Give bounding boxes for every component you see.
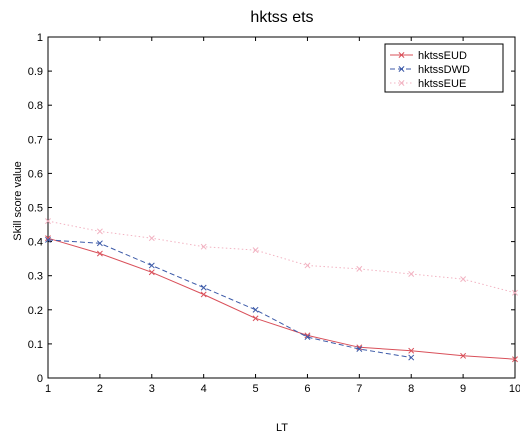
chart-title: hktss ets xyxy=(250,9,313,26)
y-tick-label: 0.2 xyxy=(28,305,43,317)
series-hktssEUE xyxy=(45,218,518,296)
data-point-hktssEUE xyxy=(45,218,51,225)
x-tick-label: 6 xyxy=(304,383,310,395)
data-point-legend-hktssDWD xyxy=(398,66,405,72)
y-axis-ticks: 0 0.1 0.2 0.3 0.4 0.5 0.6 0.7 0.8 0.9 1 xyxy=(28,32,515,385)
x-tick-label: 3 xyxy=(149,383,155,395)
x-axis-label: LT xyxy=(276,422,288,434)
data-point-hktssEUD xyxy=(200,291,207,298)
x-tick-label: 8 xyxy=(408,383,414,395)
series-hktssEUD xyxy=(45,235,518,363)
x-tick-label: 7 xyxy=(356,383,362,395)
data-point-hktssDWD xyxy=(252,306,259,313)
data-point-hktssDWD xyxy=(408,354,415,361)
y-tick-label: 0.8 xyxy=(28,100,43,112)
y-tick-label: 0.7 xyxy=(28,134,43,146)
data-point-hktssEUE xyxy=(460,276,467,283)
y-tick-label: 0.9 xyxy=(28,66,43,78)
y-tick-label: 0.5 xyxy=(28,203,43,215)
y-axis-label: Skill score value xyxy=(12,161,24,240)
y-tick-label: 0.4 xyxy=(28,237,43,249)
data-point-hktssEUD xyxy=(252,315,259,322)
y-tick-label: 0.6 xyxy=(28,168,43,180)
data-point-hktssDWD xyxy=(96,240,103,247)
data-point-legend-hktssEUE xyxy=(398,80,405,86)
data-point-hktssEUD xyxy=(96,250,103,257)
legend: hktssEUD hktssDWD hktssEUE xyxy=(384,43,504,93)
data-point-hktssEUE xyxy=(252,247,259,254)
data-point-hktssDWD xyxy=(356,346,363,352)
series-line-hktssDWD xyxy=(47,239,412,358)
series-hktssDWD xyxy=(45,236,415,361)
series-line-hktssEUD xyxy=(47,237,516,360)
series-line-hktssEUE xyxy=(47,220,516,294)
x-tick-label: 1 xyxy=(45,383,51,395)
x-tick-label: 5 xyxy=(252,383,258,395)
data-point-hktssEUD xyxy=(148,269,155,276)
x-tick-label: 10 xyxy=(509,383,520,395)
data-point-hktssDWD xyxy=(304,334,311,341)
x-tick-label: 2 xyxy=(97,383,103,395)
data-point-hktssEUE xyxy=(200,243,207,250)
data-point-hktssEUE xyxy=(96,228,103,235)
data-point-hktssDWD xyxy=(200,284,207,291)
y-tick-label: 0.1 xyxy=(28,339,43,351)
x-axis-ticks: 1 2 3 4 5 6 7 8 9 10 xyxy=(45,37,520,395)
data-point-hktssDWD xyxy=(148,262,155,269)
data-point-legend-hktssEUD xyxy=(398,52,405,58)
y-tick-label: 0.3 xyxy=(28,271,43,283)
data-point-hktssEUE xyxy=(304,262,311,269)
data-point-hktssEUD xyxy=(408,347,415,354)
x-tick-label: 9 xyxy=(460,383,466,395)
legend-label: hktssEUD xyxy=(418,50,467,62)
data-point-hktssEUE xyxy=(512,289,518,296)
data-point-hktssEUE xyxy=(408,271,415,277)
data-point-hktssEUD xyxy=(512,356,518,363)
legend-label: hktssEUE xyxy=(418,78,466,90)
data-point-hktssEUE xyxy=(148,235,155,242)
y-tick-label: 1 xyxy=(37,32,43,44)
legend-label: hktssDWD xyxy=(418,64,470,76)
data-point-hktssDWD xyxy=(45,236,51,243)
data-point-hktssEUE xyxy=(356,265,363,272)
y-tick-label: 0 xyxy=(37,373,43,385)
data-point-hktssEUD xyxy=(460,352,467,359)
series-group xyxy=(45,218,518,363)
legend-box xyxy=(384,43,504,93)
x-tick-label: 4 xyxy=(201,383,207,395)
